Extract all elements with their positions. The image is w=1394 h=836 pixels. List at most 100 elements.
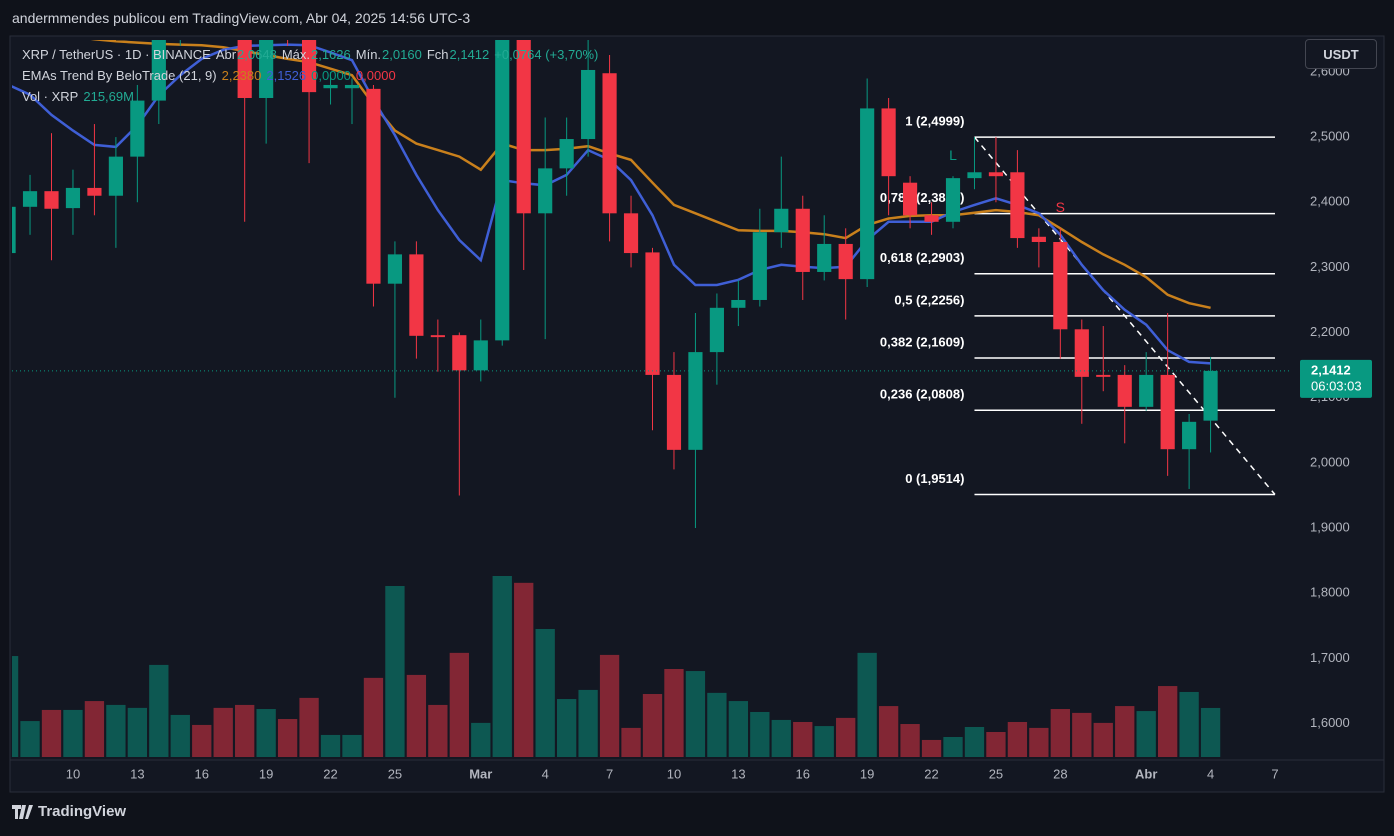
legend-field-value: 2,0648 [237,47,277,62]
signal-label: S [1056,199,1065,215]
volume-bar [857,652,877,757]
y-tick-label: 1,9000 [1310,519,1350,534]
logo [12,804,33,819]
fib-label: 1 (2,4999) [905,114,964,129]
x-tick-label: 25 [989,766,1003,781]
candle-body [602,73,617,214]
candle-body [731,299,746,308]
volume-bar [277,719,298,757]
candle-body [130,100,145,157]
volume-bar [878,706,899,757]
volume-bar [385,586,405,757]
candle-body [795,208,810,272]
price-tag-label: 2,1412 [1311,362,1351,377]
legend-ema-value: 2,1526 [266,68,307,83]
candle-body [495,40,510,341]
volume-bar [363,677,384,757]
volume-bar [213,707,233,757]
candle-body [301,40,317,93]
fib-label: 0,382 (2,1609) [880,334,965,349]
legend-symbol: XRP / TetherUS · 1D · BINANCE [22,47,211,62]
volume-bar [1072,712,1092,757]
volume-bar [1136,711,1156,757]
x-tick-label: 28 [1053,766,1067,781]
volume-bar [41,709,62,757]
candle-body [752,232,767,300]
candle-body [1182,421,1197,450]
volume-bar [771,719,791,757]
footer: TradingView [12,803,126,820]
volume-bar [192,724,212,757]
volume-bar [900,724,920,757]
legend-volume-value: 215,69M [83,89,134,104]
legend-ema-value: 2,2380 [221,68,262,83]
candle-body [1010,172,1025,239]
candle-body [967,172,982,179]
y-tick-label: 1,7000 [1310,650,1350,665]
candle-body [581,69,596,140]
x-tick-label: 7 [1271,766,1278,781]
candle-body [237,40,252,98]
volume-bar [106,704,126,757]
volume-bar [1157,686,1178,757]
volume-bar [1179,691,1199,757]
candle-body [344,84,360,89]
axes: 1,60001,70001,80001,90002,00002,10002,20… [10,63,1384,781]
volume-bar [492,576,512,757]
x-tick-label: Mar [469,766,492,781]
header: andermmendes publicou em TradingView.com… [12,10,471,26]
legend-volume: Vol · XRP [22,89,79,104]
countdown-label: 06:03:03 [1311,378,1362,393]
legend-row: EMAs Trend By BeloTrade (21, 9) 2,2380 2,1… [22,65,603,86]
volume-bar [621,727,641,757]
x-tick-label: 10 [66,766,80,781]
volume-bar [1050,709,1070,757]
x-tick-label: 16 [195,766,209,781]
volume-bar [964,726,985,757]
x-tick-label: 13 [731,766,745,781]
candle-body [151,40,166,101]
candle-body [666,374,682,450]
candle-body [516,40,531,214]
volume-bar [836,717,856,757]
x-tick-label: Abr [1135,766,1157,781]
candle-body [1139,374,1154,407]
volume-bar [556,699,577,757]
volume-bar [471,722,491,757]
volume-bar [535,628,555,757]
candle-body [409,254,424,336]
candle-body [860,108,875,280]
candle-body [473,340,488,371]
x-tick-label: 16 [796,766,810,781]
volume-bar [170,714,190,757]
candle-body [387,254,403,284]
x-tick-label: 13 [130,766,144,781]
fib-label: 0,236 (2,0808) [880,387,965,402]
legend-field-value: 2,1626 [310,47,351,62]
volume-bar [728,701,749,757]
candle-body [44,191,59,209]
fib-trend [973,136,1276,496]
fib-label: 0,5 (2,2256) [894,292,964,307]
candle-body [902,182,918,216]
x-tick-label: 4 [542,766,549,781]
volume-bar [943,736,963,757]
legend-field-value: 2,1412 [449,47,490,62]
price-tag [1300,359,1372,398]
x-tick-label: 25 [388,766,402,781]
legend-field-name: Abr [215,47,237,62]
volume-bar [707,692,727,757]
candle-body [645,252,660,375]
candle-body [12,206,16,254]
legend-field-value: 2,0160 [382,47,422,62]
y-tick-label: 2,3000 [1310,259,1350,274]
legend-indicator: EMAs Trend By BeloTrade (21, 9) [22,68,217,83]
x-tick-label: 19 [259,766,273,781]
currency-button[interactable]: USDT [1305,39,1377,69]
candle-body [87,187,102,196]
y-tick-label: 2,2000 [1310,324,1350,339]
volume-bar [1007,721,1028,757]
volume-bar [1029,727,1049,757]
volume-bar [750,711,770,757]
y-tick-label: 1,8000 [1310,585,1350,600]
